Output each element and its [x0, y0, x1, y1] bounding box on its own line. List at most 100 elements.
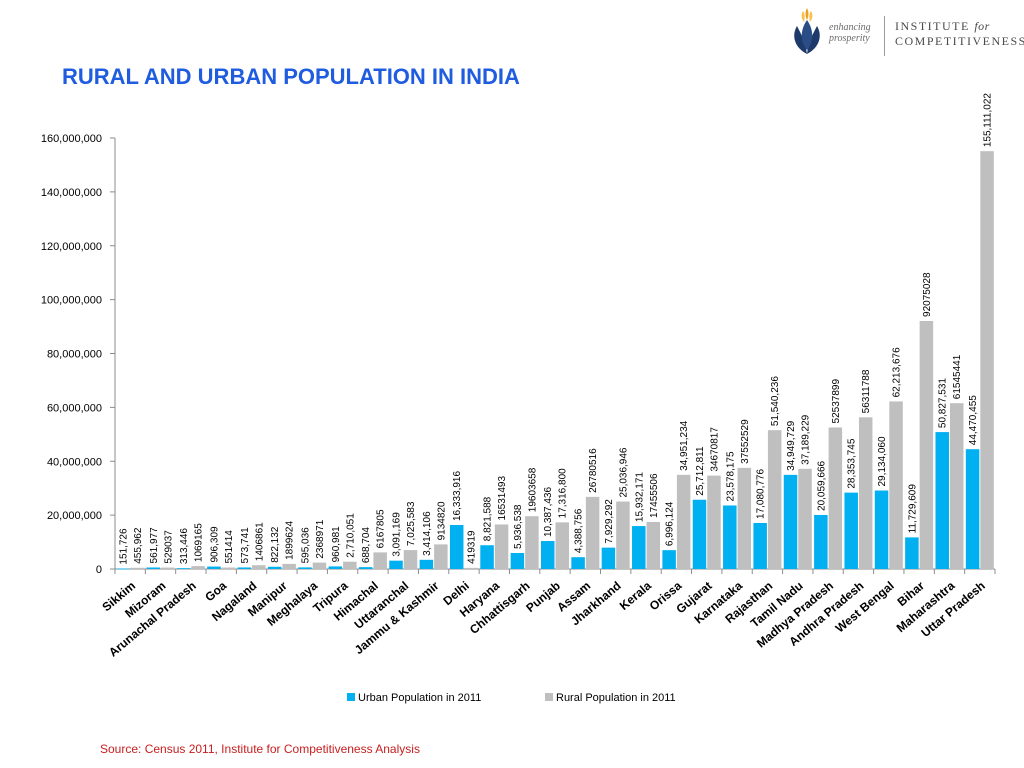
logo-tagline: enhancing prosperity: [829, 22, 871, 44]
data-label: 17,316,800: [558, 468, 569, 518]
bar-rural: [525, 516, 539, 569]
data-label: 573,741: [240, 527, 251, 564]
bar-rural: [494, 524, 509, 569]
data-label: 52537899: [831, 379, 842, 424]
bar-urban: [176, 568, 191, 569]
bar-urban: [571, 557, 585, 569]
data-label: 10,387,436: [543, 487, 554, 537]
bar-rural: [161, 567, 175, 569]
bar-urban: [328, 566, 343, 569]
bar-urban: [905, 537, 919, 569]
bar-urban: [753, 522, 767, 569]
data-label: 455,962: [133, 527, 144, 564]
bar-rural: [585, 496, 600, 569]
bar-rural: [252, 565, 266, 569]
bar-rural: [858, 417, 873, 569]
bar-urban: [935, 432, 949, 569]
data-label: 56311788: [861, 369, 872, 413]
y-tick-label: 20,000,000: [47, 510, 102, 522]
y-tick-label: 120,000,000: [41, 241, 102, 253]
data-label: 5,936,538: [513, 504, 524, 549]
data-label: 6,996,124: [665, 501, 676, 546]
bar-rural: [889, 401, 903, 569]
data-label: 7,929,292: [604, 499, 615, 544]
bar-urban: [662, 550, 676, 569]
data-label: 23,578,175: [725, 451, 736, 501]
data-label: 688,704: [361, 527, 372, 564]
data-label: 1069165: [194, 523, 205, 562]
data-label: 16531493: [497, 476, 508, 521]
y-tick-label: 0: [96, 564, 102, 576]
bar-rural: [282, 563, 296, 569]
data-label: 19603658: [527, 467, 538, 512]
data-label: 15,932,171: [634, 472, 645, 522]
bar-urban: [723, 505, 737, 569]
bar-urban: [510, 553, 525, 569]
data-label: 61545441: [952, 354, 963, 399]
bar-rural: [403, 550, 418, 569]
data-label: 17,080,776: [756, 469, 767, 519]
y-tick-label: 80,000,000: [47, 349, 102, 361]
data-label: 151,726: [118, 528, 129, 565]
data-label: 7,025,583: [406, 501, 417, 546]
bar-urban: [419, 559, 434, 569]
data-label: 8,821,588: [483, 496, 494, 541]
data-label: 34,951,234: [679, 420, 690, 470]
data-label: 561,977: [149, 527, 160, 564]
logo-name: INSTITUTE for COMPETITIVENESS: [895, 19, 1024, 48]
data-label: 595,036: [300, 527, 311, 564]
data-label: 34670817: [709, 427, 720, 472]
bar-rural: [130, 567, 145, 569]
data-label: 50,827,531: [938, 378, 949, 428]
data-label: 2,710,051: [345, 513, 356, 558]
y-tick-label: 60,000,000: [47, 402, 102, 414]
bar-urban: [601, 547, 616, 569]
lotus-icon: [794, 8, 820, 54]
bar-rural: [949, 403, 964, 569]
data-label: 6167805: [376, 509, 387, 548]
bar-rural: [676, 474, 691, 569]
category-label: Punjab: [523, 579, 563, 615]
bar-urban: [146, 567, 161, 569]
bar-urban: [358, 567, 373, 569]
data-label: 529037: [163, 530, 174, 564]
data-label: 51,540,236: [770, 376, 781, 426]
data-label: 20,059,666: [816, 460, 827, 510]
data-label: 29,134,060: [877, 436, 888, 486]
legend-urban-label: Urban Population in 2011: [358, 692, 481, 704]
bar-urban: [207, 566, 221, 569]
bar-rural: [221, 567, 236, 569]
data-label: 1406861: [254, 522, 265, 561]
data-label: 1899624: [285, 521, 296, 560]
bar-rural: [616, 501, 630, 569]
data-label: 25,712,811: [695, 446, 706, 496]
y-tick-label: 160,000,000: [41, 133, 102, 145]
data-label: 822,132: [270, 526, 281, 563]
data-label: 37552529: [740, 419, 751, 464]
bar-rural: [767, 430, 782, 569]
bar-rural: [919, 320, 934, 569]
legend-rural-label: Rural Population in 2011: [556, 692, 676, 704]
data-label: 34,949,729: [786, 420, 797, 470]
population-bar-chart: 0 20,000,000 40,000,000 60,000,000 80,000,00…: [41, 93, 996, 704]
institute-logo: enhancing prosperity INSTITUTE for COMPE…: [785, 2, 1024, 62]
data-label: 37,189,229: [801, 414, 812, 464]
data-label: 25,036,946: [618, 447, 629, 497]
data-label: 2368971: [315, 519, 326, 558]
page-title: RURAL AND URBAN POPULATION IN INDIA: [62, 64, 520, 89]
data-label: 4,388,756: [574, 508, 585, 553]
bar-urban: [449, 525, 464, 569]
bar-rural: [646, 521, 661, 569]
data-label: 28,353,745: [847, 438, 858, 488]
bar-urban: [632, 526, 646, 569]
data-label: 551414: [224, 530, 235, 564]
legend-rural-swatch: [545, 693, 553, 701]
bar-rural: [464, 567, 478, 569]
bar-rural: [980, 151, 994, 569]
bar-urban: [965, 449, 980, 569]
bar-urban: [237, 567, 252, 569]
data-label: 92075028: [922, 272, 933, 317]
bar-urban: [874, 490, 889, 569]
category-label: Kerala: [617, 578, 654, 613]
data-label: 16,333,916: [452, 471, 463, 521]
